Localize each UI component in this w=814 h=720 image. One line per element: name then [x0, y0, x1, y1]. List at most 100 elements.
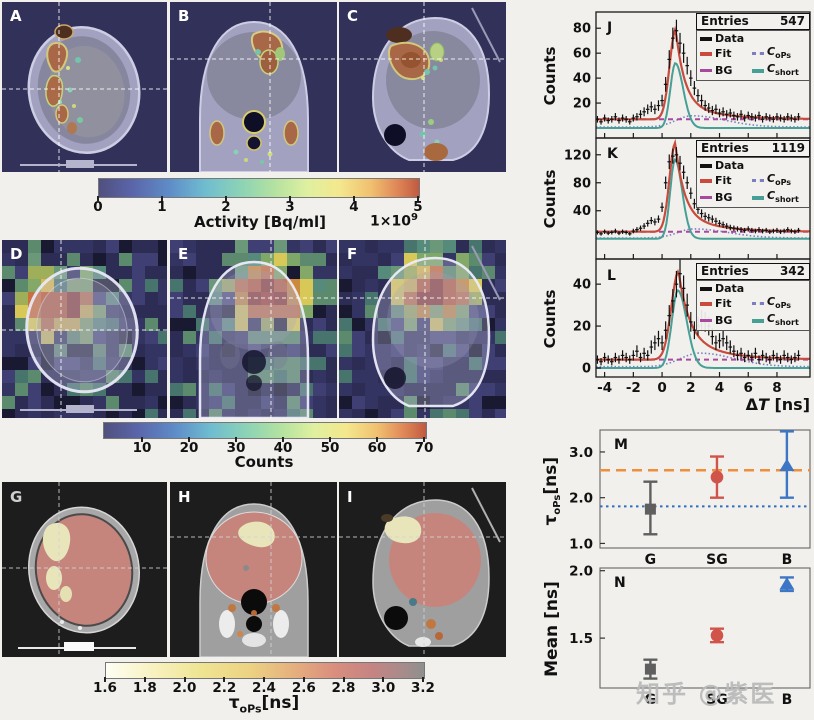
crosshair [339, 2, 506, 172]
counts-colorbar-label: Counts [234, 453, 294, 471]
panel-letter-b: B [178, 7, 190, 25]
legend-panel-l: Entries 342 Data Fit CoPs BG Cshort [696, 263, 810, 332]
panel-letter-n: N [614, 575, 626, 591]
n-ylabel: Mean [ns] [542, 581, 562, 677]
colorbar-tick-mark [282, 437, 284, 442]
pet-activity-sagittal-image [339, 2, 506, 172]
sinus-voids [241, 589, 267, 632]
crosshair [170, 2, 337, 172]
axis-tick-label: 20 [573, 320, 591, 335]
axis-tick-label: 0 [582, 361, 591, 376]
pet-counts-axial-image [2, 240, 167, 418]
colorbar-tick-label: 2.2 [212, 680, 237, 696]
crosshair [339, 240, 506, 418]
activity-hotspots [384, 27, 448, 161]
m-ylabel: τoPs[ns] [540, 456, 564, 526]
colorbar-tick-label: 1.6 [93, 680, 117, 696]
mean-comparison-chart: 1.5 2.0 G SG B [569, 564, 811, 708]
panel-letter-g: G [10, 488, 23, 506]
hist-panel-L [596, 259, 810, 369]
hist-ylabel-l: Counts [541, 289, 559, 349]
colorbar-tick-mark [376, 437, 378, 442]
panel-letter-i: I [347, 488, 353, 506]
colorbar-tick-mark [289, 196, 291, 201]
panel-letter-d: D [10, 245, 23, 263]
axis-tick-label: 8 [772, 380, 781, 396]
activity-colorbar-multiplier: 1×109 [370, 212, 418, 230]
colorbar-tick-mark [97, 196, 99, 201]
entries-value: 1119 [771, 141, 805, 155]
colorbar-tick-label: 20 [179, 440, 199, 456]
pet-activity-axial-image [2, 2, 167, 172]
axis-tick-label: 80 [573, 176, 591, 191]
lifetime-histograms-chart: 20 40 60 80 40 80 120 0 20 40 -4 -2 0 2 4 6 8 [564, 11, 811, 396]
axis-tick-label: -2 [626, 380, 641, 396]
skull-overlay [198, 260, 310, 418]
pet-counts-sagittal-image [339, 240, 506, 418]
cshort-curve [596, 157, 810, 240]
axis-tick-label: 4 [715, 380, 724, 396]
panel-letter-j: J [607, 20, 613, 36]
panel-letter-a: A [10, 7, 22, 25]
colorbar-tick-mark [225, 196, 227, 201]
colorbar-tick-label: 2.4 [252, 680, 276, 696]
axis-tick-label: 2.0 [569, 564, 593, 580]
panel-letter-h: H [178, 488, 191, 506]
data-swatch [700, 36, 712, 41]
axis-tick-label: 60 [573, 47, 591, 62]
axis-tick-label: 1.0 [569, 536, 593, 552]
colorbar-tick-label: 3 [285, 199, 295, 215]
colorbar-tick-label: 0 [93, 199, 103, 215]
colorbar-tick-mark [353, 196, 355, 201]
panel-letter-c: C [347, 7, 359, 25]
category-label: G [645, 552, 657, 568]
gantry-line [471, 7, 501, 63]
hist-panel-J [596, 19, 810, 129]
activity-colorbar [98, 178, 420, 198]
panel-letter-f: F [347, 245, 358, 263]
activity-hotspots [209, 30, 299, 164]
colorbar-tick-mark [263, 677, 265, 682]
hist-frame [595, 258, 811, 378]
fit-curve [596, 268, 810, 361]
colorbar-tick-mark [143, 677, 146, 682]
colorbar-tick-label: 30 [226, 440, 246, 456]
axis-tick-label: 1.5 [569, 631, 593, 647]
fit-swatch [700, 51, 712, 56]
entries-value: 342 [779, 264, 805, 278]
bg-swatch [700, 69, 712, 73]
crosshair [339, 482, 506, 657]
colorbar-tick-label: 4 [349, 199, 359, 215]
tau-comparison-chart: 1.0 2.0 3.0 G SG B [569, 429, 811, 568]
colorbar-tick-label: 2.0 [172, 680, 197, 696]
crosshair [2, 240, 167, 418]
entries-value: 547 [779, 14, 805, 28]
colorbar-tick-label: 5 [413, 199, 423, 215]
axis-tick-label: 6 [744, 380, 753, 396]
colorbar-tick-mark [141, 437, 143, 442]
category-label: G [645, 692, 657, 708]
axis-tick-label: 40 [573, 278, 591, 293]
axis-tick-label: 120 [564, 148, 591, 163]
scatter-frame [599, 567, 811, 689]
panel-letter-m: M [614, 437, 628, 453]
axis-tick-label: -4 [597, 380, 612, 396]
fit-curve [596, 25, 810, 121]
axis-tick-label: 2 [686, 380, 695, 396]
colorbar-tick-mark [329, 437, 331, 442]
crosshair [170, 482, 337, 657]
counts-mosaic [170, 240, 337, 418]
cops-curve [596, 228, 810, 239]
tau-colorbar [105, 662, 425, 679]
scale-bar [18, 642, 136, 651]
tau-lesion [42, 522, 82, 630]
axis-tick-label: 40 [573, 72, 591, 87]
counts-colorbar [103, 422, 427, 439]
pet-activity-coronal-image [170, 2, 337, 172]
scale-bar [20, 405, 137, 413]
category-label: B [782, 692, 793, 708]
cshort-curve [596, 288, 810, 369]
legend-panel-k: Entries 1119 Data Fit CoPs BG Cshort [696, 140, 810, 209]
axis-tick-label: 80 [573, 22, 591, 37]
